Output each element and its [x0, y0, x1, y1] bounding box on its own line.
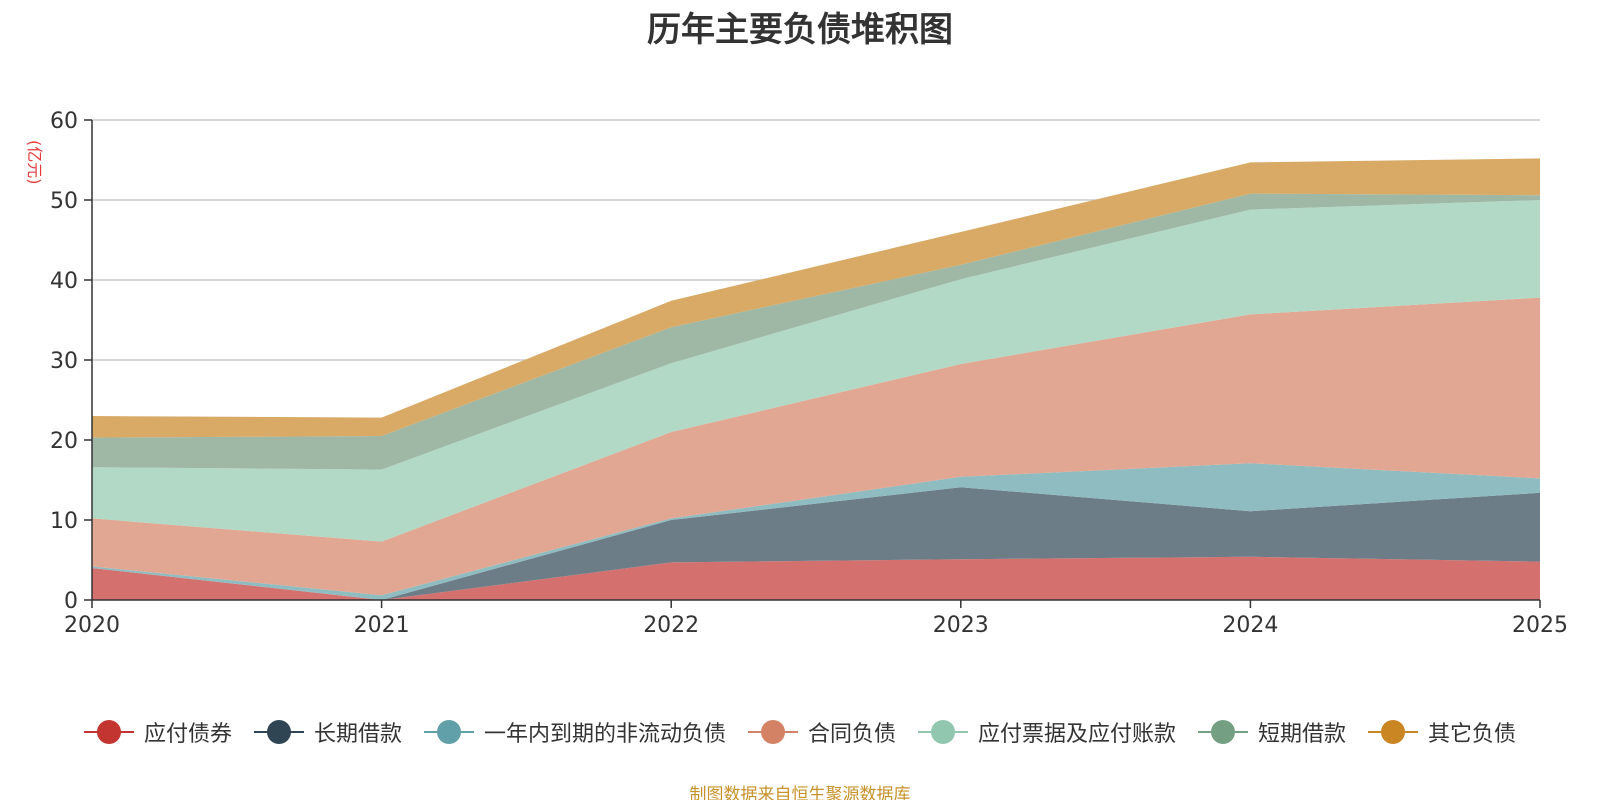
legend-label: 应付票据及应付账款: [978, 722, 1177, 747]
legend-item[interactable]: 应付票据及应付账款: [918, 716, 1176, 748]
area-series: [92, 158, 1540, 600]
legend-item[interactable]: 应付债券: [83, 716, 232, 748]
area-5: [92, 193, 1540, 470]
legend-label: 其它负债: [1428, 722, 1517, 747]
y-tick-label: 60: [50, 109, 78, 134]
legend-label: 应付债券: [143, 722, 232, 747]
axes: [84, 119, 1541, 608]
legend-item[interactable]: 合同负债: [747, 716, 896, 748]
y-tick-label: 10: [50, 509, 78, 534]
x-tick-label: 2020: [64, 613, 120, 638]
area-1: [92, 487, 1540, 600]
legend-label: 长期借款: [313, 722, 402, 747]
legend-label: 合同负债: [807, 722, 896, 747]
y-tick-label: 30: [50, 349, 78, 374]
legend-item[interactable]: 一年内到期的非流动负债: [423, 716, 726, 748]
x-tick-label: 2024: [1222, 613, 1278, 638]
x-tick-label: 2021: [354, 613, 410, 638]
x-tick-labels: 2020 2021 2022 2023 2024 2025: [64, 613, 1568, 638]
y-tick-label: 50: [50, 189, 78, 214]
legend-label: 一年内到期的非流动负债: [483, 722, 726, 747]
y-tick-label: 20: [50, 429, 78, 454]
x-tick-label: 2023: [933, 613, 989, 638]
chart-title: 历年主要负债堆积图: [647, 10, 953, 50]
legend-marker-icon: [83, 720, 134, 744]
legend-label: 短期借款: [1258, 722, 1347, 747]
area-4: [92, 200, 1540, 542]
area-0: [92, 556, 1540, 600]
legend-marker-icon: [423, 720, 474, 744]
x-tick-label: 2025: [1512, 613, 1568, 638]
legend-item[interactable]: 长期借款: [253, 716, 402, 748]
legend-marker-icon: [1198, 720, 1249, 744]
legend: 应付债券 长期借款 一年内到期的非流动负债 合同负债 应付票据及应付账款 短期借款 其它负债: [0, 716, 1600, 748]
y-tick-labels: 0 10 20 30 40 50 60: [50, 109, 78, 614]
area-2: [92, 463, 1540, 600]
x-tick-label: 2022: [643, 613, 699, 638]
area-3: [92, 297, 1540, 596]
legend-item[interactable]: 其它负债: [1368, 716, 1516, 748]
data-source-note: 制图数据来自恒生聚源数据库: [689, 785, 911, 800]
area-6: [92, 158, 1540, 438]
stacked-area-chart: 0 10 20 30 40 50 60 2020 2021 2022 2023 2024 2025: [50, 109, 1568, 638]
y-tick-label: 0: [64, 589, 78, 614]
legend-marker-icon: [1368, 720, 1419, 744]
legend-marker-icon: [918, 720, 968, 744]
legend-marker-icon: [747, 720, 798, 744]
y-tick-label: 40: [50, 269, 78, 294]
legend-item[interactable]: 短期借款: [1198, 716, 1346, 748]
legend-marker-icon: [253, 720, 304, 744]
